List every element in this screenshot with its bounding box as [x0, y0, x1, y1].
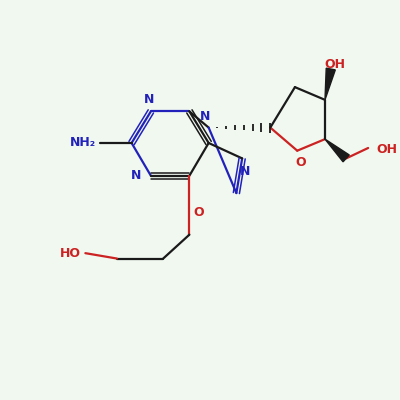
- Text: OH: OH: [377, 144, 398, 156]
- Text: N: N: [144, 93, 154, 106]
- Text: N: N: [240, 165, 250, 178]
- Polygon shape: [325, 139, 349, 162]
- Text: OH: OH: [324, 58, 345, 71]
- Text: O: O: [194, 206, 204, 219]
- Text: N: N: [200, 110, 210, 122]
- Text: O: O: [296, 156, 306, 169]
- Polygon shape: [325, 68, 335, 100]
- Text: NH₂: NH₂: [70, 136, 96, 150]
- Text: HO: HO: [60, 247, 81, 260]
- Text: N: N: [131, 169, 142, 182]
